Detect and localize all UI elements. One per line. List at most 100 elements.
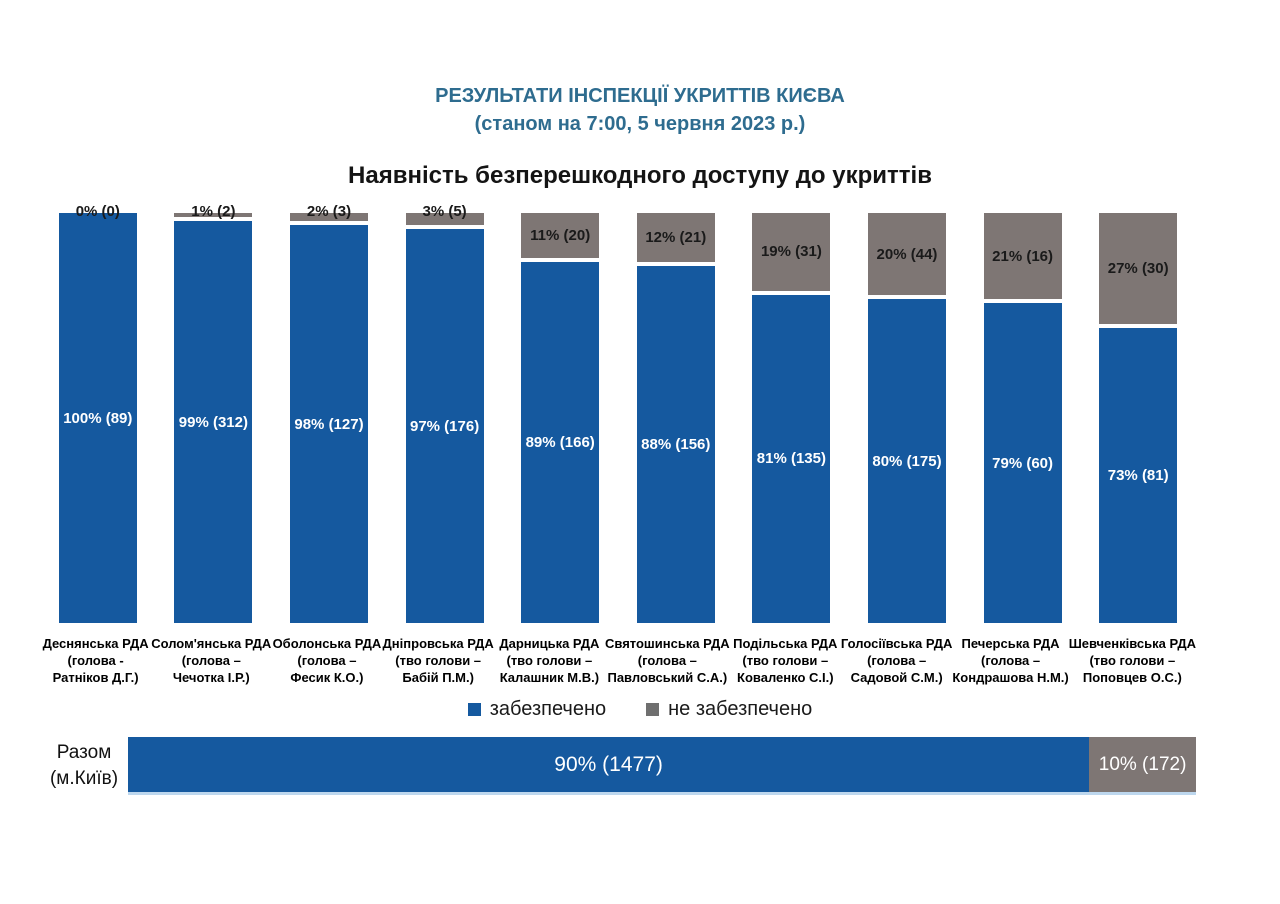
district-head-line1: (голова - (67, 653, 124, 668)
not-provided-value-label: 12% (21) (645, 229, 707, 247)
district-name: Святошинська РДА (605, 636, 730, 651)
category-label-1: Деснянська РДА (голова - Ратніков Д.Г.) (40, 635, 151, 686)
segment-gap (521, 258, 600, 263)
bar-column-8: 20% (44) 80% (175) (867, 213, 946, 623)
bar-column-3: 2% (3) 98% (127) (289, 203, 368, 623)
provided-segment: 89% (166) (521, 262, 600, 623)
district-name: Дарницька РДА (499, 636, 600, 651)
not-provided-segment (405, 213, 484, 226)
total-row: Разом (м.Київ) 90% (1477) 10% (172) (40, 737, 1196, 795)
segment-gap (983, 299, 1062, 304)
category-label-5: Дарницька РДА (тво голови – Калашник М.В.) (494, 635, 605, 686)
category-axis: Деснянська РДА (голова - Ратніков Д.Г.) Сол… (40, 635, 1196, 686)
total-row-label: Разом (м.Київ) (40, 740, 128, 792)
not-provided-value-label: 27% (30) (1107, 259, 1169, 277)
bar-column-4: 3% (5) 97% (176) (405, 203, 484, 623)
segment-gap (752, 290, 831, 295)
district-head-line2: Кондрашова Н.М.) (952, 670, 1069, 685)
segment-gap (174, 217, 253, 222)
not-provided-value-label: 3% (5) (422, 203, 467, 220)
category-label-4: Дніпровська РДА (тво голови – Бабій П.М.) (383, 635, 494, 686)
not-provided-segment: 27% (30) (1099, 213, 1178, 324)
district-head-line2: Коваленко С.І.) (737, 670, 834, 685)
total-label-line1: Разом (56, 742, 112, 763)
legend-item-not-provided: не забезпечено (646, 698, 812, 721)
not-provided-value-label: 20% (44) (876, 245, 938, 263)
not-provided-segment: 11% (20) (521, 213, 600, 259)
total-not-provided-value-label: 10% (172) (1098, 753, 1187, 775)
provided-value-label: 73% (81) (1107, 466, 1169, 484)
not-provided-value-label: 21% (16) (992, 247, 1054, 265)
provided-value-label: 98% (127) (294, 415, 364, 433)
district-head-line2: Поповцев О.С.) (1082, 670, 1182, 685)
district-head-line1: (голова – (297, 653, 357, 668)
segment-gap (405, 225, 484, 230)
legend-label-provided: забезпечено (489, 698, 607, 720)
segment-gap (636, 262, 715, 267)
not-provided-segment (174, 213, 253, 218)
bar-column-10: 27% (30) 73% (81) (1099, 213, 1178, 623)
not-provided-segment: 12% (21) (636, 213, 715, 263)
district-name: Деснянська РДА (42, 636, 149, 651)
district-head-line1: (голова – (867, 653, 927, 668)
provided-segment: 99% (312) (174, 221, 253, 623)
report-header: РЕЗУЛЬТАТИ ІНСПЕКЦІЇ УКРИТТІВ КИЄВА (ста… (0, 82, 1280, 138)
district-head-line1: (голова – (980, 653, 1041, 668)
district-name: Дніпровська РДА (382, 636, 494, 651)
district-head-line1: (голова – (637, 653, 697, 668)
district-head-line2: Калашник М.В.) (499, 670, 600, 685)
provided-value-label: 81% (135) (756, 450, 826, 468)
legend-item-provided: забезпечено (467, 698, 607, 721)
provided-swatch-icon (467, 703, 481, 716)
provided-segment: 98% (127) (289, 225, 368, 623)
bar-column-7: 19% (31) 81% (135) (752, 213, 831, 623)
total-not-provided-segment: 10% (172) (1089, 737, 1196, 792)
district-head-line1: (тво голови – (742, 653, 829, 668)
district-head-line1: (тво голови – (1089, 653, 1176, 668)
bar-column-9: 21% (16) 79% (60) (983, 213, 1062, 623)
bar-column-5: 11% (20) 89% (166) (521, 213, 600, 623)
district-head-line1: (голова – (181, 653, 241, 668)
provided-segment: 80% (175) (867, 299, 946, 623)
category-label-7: Подільська РДА (тво голови – Коваленко С.І… (730, 635, 841, 686)
chart-title: Наявність безперешкодного доступу до укр… (348, 162, 932, 189)
not-provided-value-label: 19% (31) (760, 243, 822, 261)
provided-value-label: 88% (156) (641, 436, 711, 454)
not-provided-segment: 19% (31) (752, 213, 831, 291)
not-provided-value-label: 2% (3) (306, 203, 352, 220)
provided-value-label: 80% (175) (872, 452, 942, 470)
not-provided-segment: 21% (16) (983, 213, 1062, 300)
district-name: Шевченківська РДА (1068, 636, 1196, 651)
report-title: РЕЗУЛЬТАТИ ІНСПЕКЦІЇ УКРИТТІВ КИЄВА (435, 85, 845, 107)
district-head-line2: Ратніков Д.Г.) (52, 670, 139, 685)
provided-segment: 73% (81) (1099, 327, 1178, 623)
provided-value-label: 89% (166) (525, 434, 595, 452)
provided-segment: 79% (60) (983, 303, 1062, 623)
district-name: Печерська РДА (961, 636, 1060, 651)
legend: забезпечено не забезпечено (0, 698, 1280, 721)
provided-segment: 81% (135) (752, 294, 831, 623)
district-head-line2: Фесик К.О.) (290, 670, 364, 685)
provided-value-label: 79% (60) (992, 454, 1054, 472)
provided-segment: 97% (176) (405, 229, 484, 623)
segment-gap (1099, 323, 1178, 328)
total-label-line2: (м.Київ) (49, 768, 119, 789)
district-head-line2: Садовой С.М.) (850, 670, 943, 685)
provided-segment: 88% (156) (636, 266, 715, 623)
district-head-line1: (тво голови – (395, 653, 482, 668)
report-subtitle: (станом на 7:00, 5 червня 2023 р.) (474, 113, 806, 135)
not-provided-segment (289, 213, 368, 222)
category-label-10: Шевченківська РДА (тво голови – Поповцев О… (1069, 635, 1196, 686)
district-head-line2: Бабій П.М.) (402, 670, 474, 685)
segment-gap (867, 295, 946, 299)
provided-value-label: 100% (89) (63, 409, 133, 427)
district-name: Голосіївська РДА (840, 636, 953, 651)
district-name: Оболонська РДА (272, 636, 382, 651)
not-provided-value-label: 11% (20) (530, 227, 591, 245)
bar-column-6: 12% (21) 88% (156) (636, 213, 715, 623)
provided-value-label: 97% (176) (409, 417, 480, 435)
segment-gap (289, 221, 368, 226)
category-label-6: Святошинська РДА (голова – Павловський С.А… (605, 635, 730, 686)
bar-column-2: 1% (2) 99% (312) (174, 203, 253, 623)
